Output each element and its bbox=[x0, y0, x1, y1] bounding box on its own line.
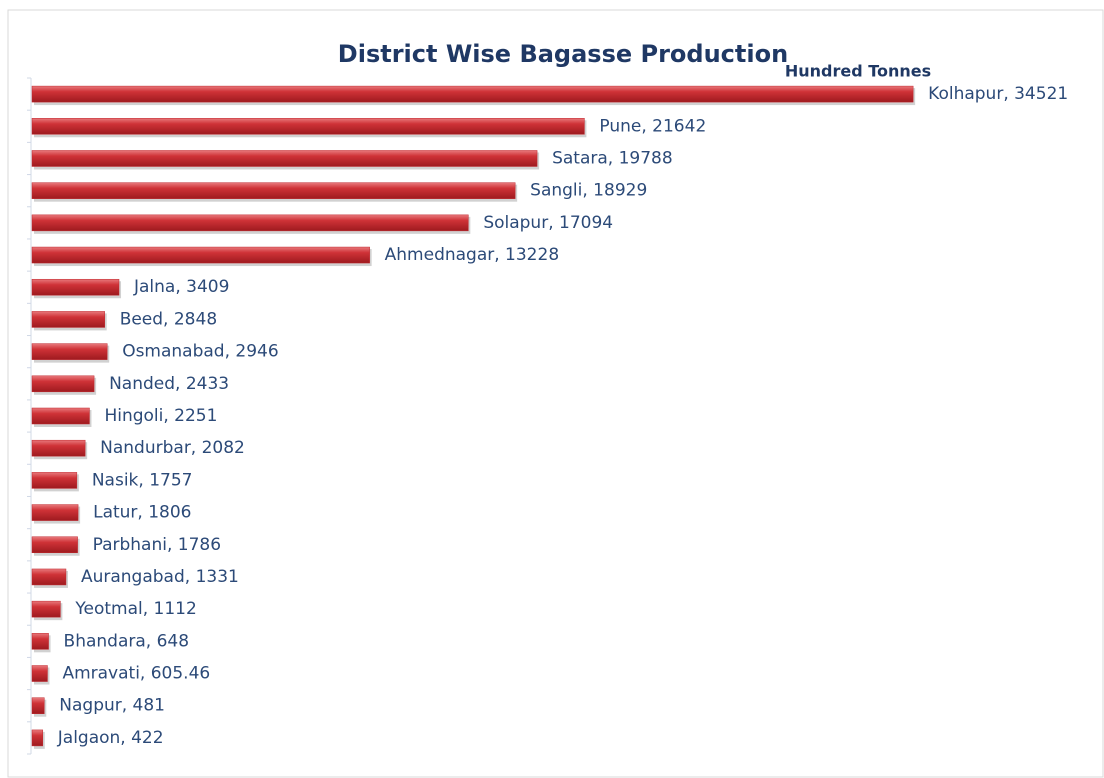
chart-border bbox=[7, 9, 1104, 778]
data-label: Satara, 19788 bbox=[552, 148, 673, 168]
bar bbox=[31, 311, 105, 328]
data-label: Bhandara, 648 bbox=[64, 631, 189, 651]
bar bbox=[31, 729, 44, 747]
data-label: Nagpur, 481 bbox=[59, 696, 165, 716]
data-label: Parbhani, 1786 bbox=[93, 535, 221, 555]
bar bbox=[31, 343, 108, 360]
data-label: Jalna, 3409 bbox=[133, 277, 229, 297]
axis-unit: Hundred Tonnes bbox=[785, 62, 931, 81]
data-label: Yeotmal, 1112 bbox=[74, 599, 196, 619]
data-label: Solapur, 17094 bbox=[483, 213, 613, 233]
bar bbox=[31, 568, 67, 586]
data-label: Nasik, 1757 bbox=[92, 470, 193, 490]
data-label: Latur, 1806 bbox=[93, 503, 191, 523]
data-label: Kolhapur, 34521 bbox=[928, 84, 1068, 104]
data-label: Nandurbar, 2082 bbox=[100, 438, 245, 458]
data-label: Amravati, 605.46 bbox=[62, 664, 210, 684]
bar bbox=[31, 214, 469, 232]
bar bbox=[31, 633, 49, 650]
bar bbox=[31, 182, 516, 199]
bar bbox=[31, 85, 914, 103]
bar bbox=[31, 278, 120, 296]
data-label: Osmanabad, 2946 bbox=[122, 342, 278, 362]
bar bbox=[31, 697, 45, 714]
data-label: Nanded, 2433 bbox=[109, 374, 229, 394]
data-label: Beed, 2848 bbox=[120, 309, 217, 329]
bar bbox=[31, 472, 78, 489]
data-label: Jalgaon, 422 bbox=[57, 728, 164, 748]
data-label: Hingoli, 2251 bbox=[104, 406, 217, 426]
bar bbox=[31, 665, 48, 682]
bar bbox=[31, 375, 95, 393]
bar bbox=[31, 504, 79, 521]
bar bbox=[31, 600, 61, 618]
bar bbox=[31, 150, 538, 167]
data-label: Pune, 21642 bbox=[599, 116, 706, 136]
bar bbox=[31, 246, 370, 264]
bar bbox=[31, 439, 86, 457]
data-label: Sangli, 18929 bbox=[530, 181, 647, 201]
bar bbox=[31, 407, 90, 425]
chart-title: District Wise Bagasse Production bbox=[338, 40, 788, 68]
bar bbox=[31, 536, 78, 554]
bar bbox=[31, 118, 585, 135]
data-label: Ahmednagar, 13228 bbox=[385, 245, 560, 265]
data-label: Aurangabad, 1331 bbox=[81, 567, 239, 587]
